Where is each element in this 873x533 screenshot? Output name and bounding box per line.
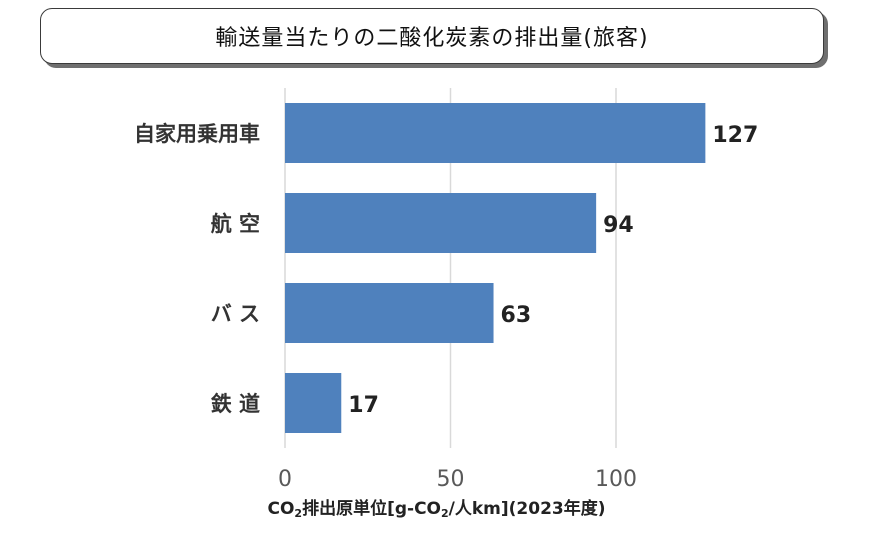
x-axis-title-sub1: 2: [294, 507, 303, 520]
bar-2: [285, 283, 494, 343]
x-axis-title-sub2: 2: [441, 507, 449, 520]
bar-1: [285, 193, 597, 253]
x-axis-title-part3: /人km](2023年度): [448, 499, 606, 519]
value-label-0: 127: [712, 123, 758, 148]
value-label-3: 17: [348, 393, 379, 418]
bar-0: [285, 103, 706, 163]
value-label-1: 94: [603, 213, 634, 238]
chart-title: 輸送量当たりの二酸化炭素の排出量(旅客): [215, 26, 649, 51]
x-tick-label-100: 100: [595, 467, 637, 492]
value-label-2: 63: [501, 303, 532, 328]
category-label-3: 鉄 道: [211, 392, 260, 416]
bar-3: [285, 373, 342, 433]
chart-title-box: 輸送量当たりの二酸化炭素の排出量(旅客): [40, 8, 824, 64]
category-label-1: 航 空: [211, 212, 260, 236]
x-axis-title-part2: 排出原単位[g-CO: [302, 499, 441, 519]
x-tick-label-50: 50: [437, 467, 465, 492]
category-label-0: 自家用乗用車: [134, 122, 260, 146]
category-label-2: バ ス: [211, 302, 260, 326]
x-axis-title: CO2排出原単位[g-CO2/人km](2023年度): [0, 494, 873, 520]
x-tick-label-0: 0: [278, 467, 292, 492]
x-axis-title-part1: CO: [267, 499, 295, 519]
